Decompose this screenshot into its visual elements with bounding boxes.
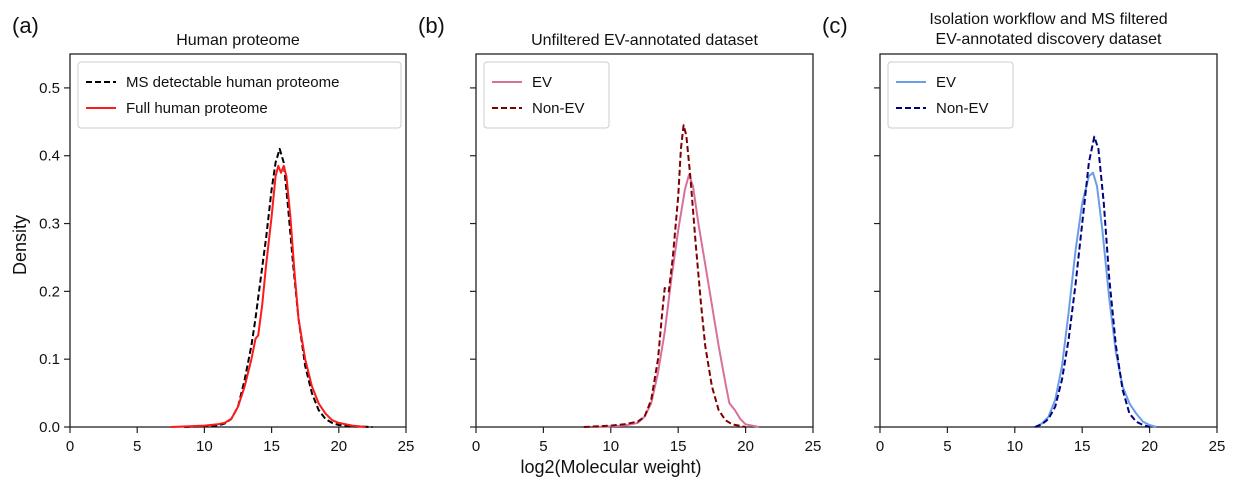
x-tick-label: 0: [472, 438, 480, 455]
x-tick-label: 25: [1209, 438, 1226, 455]
x-tick-label: 20: [1141, 438, 1158, 455]
x-tick-label: 20: [737, 438, 754, 455]
legend: EV Non-EV: [887, 61, 1014, 129]
panel-c: (c) Isolation workflow and MS filtered EV-…: [822, 11, 1225, 455]
legend-box: [483, 61, 610, 129]
legend: MS detectable human proteome Full human p…: [77, 61, 402, 129]
legend-entry: EV: [936, 74, 956, 91]
series-line-2: [170, 164, 366, 428]
panel-title: Isolation workflow and MS filtered: [929, 11, 1167, 28]
x-tick-label: 20: [330, 438, 347, 455]
panel-label: (c): [822, 13, 848, 38]
x-tick-label: 5: [943, 438, 951, 455]
x-tick-label: 15: [670, 438, 687, 455]
y-tick-label: 0.3: [39, 216, 60, 233]
legend-entry: Full human proteome: [126, 100, 268, 117]
series-line-1: [597, 173, 760, 428]
x-tick-label: 15: [263, 438, 280, 455]
legend-box: [887, 61, 1014, 129]
panel-label: (a): [12, 13, 39, 38]
axes-frame: [475, 53, 814, 428]
y-tick-label: 0.4: [39, 148, 60, 165]
x-tick-label: 10: [602, 438, 619, 455]
x-tick-label: 15: [1074, 438, 1091, 455]
series-line-1: [184, 147, 373, 428]
x-tick-label: 0: [66, 438, 74, 455]
y-tick-label: 0.0: [39, 419, 60, 436]
x-tick-label: 10: [1006, 438, 1023, 455]
y-tick-label: 0.2: [39, 283, 60, 300]
panel-b: (b) Unfiltered EV-annotated dataset 0 5 10 15…: [418, 13, 821, 455]
series-line-2: [583, 124, 746, 428]
panel-title: Human proteome: [176, 32, 300, 49]
panel-title: Unfiltered EV-annotated dataset: [531, 32, 758, 49]
x-tick-label: 0: [876, 438, 884, 455]
legend: EV Non-EV: [483, 61, 610, 129]
x-tick-label: 25: [398, 438, 415, 455]
legend-box: [77, 61, 402, 129]
panel-label: (b): [418, 13, 445, 38]
legend-entry: MS detectable human proteome: [126, 74, 339, 91]
series-line-1: [1034, 171, 1157, 428]
x-tick-label: 5: [539, 438, 547, 455]
figure-ylabel: Density: [10, 215, 30, 275]
legend-entry: Non-EV: [936, 100, 989, 117]
y-tick-label: 0.5: [39, 80, 60, 97]
legend-entry: Non-EV: [532, 100, 585, 117]
x-tick-label: 5: [133, 438, 141, 455]
panel-title: EV-annotated discovery dataset: [936, 31, 1162, 48]
figure-xlabel: log2(Molecular weight): [520, 457, 701, 477]
panel-a: (a) Human proteome 0 5 10 15 20 25 0.0 0.1 0.2 0.3 0…: [12, 13, 414, 455]
series-line-2: [1034, 135, 1150, 428]
x-tick-label: 25: [805, 438, 822, 455]
axes-frame: [69, 53, 407, 428]
axes-frame: [879, 53, 1218, 428]
y-tick-label: 0.1: [39, 351, 60, 368]
legend-entry: EV: [532, 74, 552, 91]
x-tick-label: 10: [196, 438, 213, 455]
